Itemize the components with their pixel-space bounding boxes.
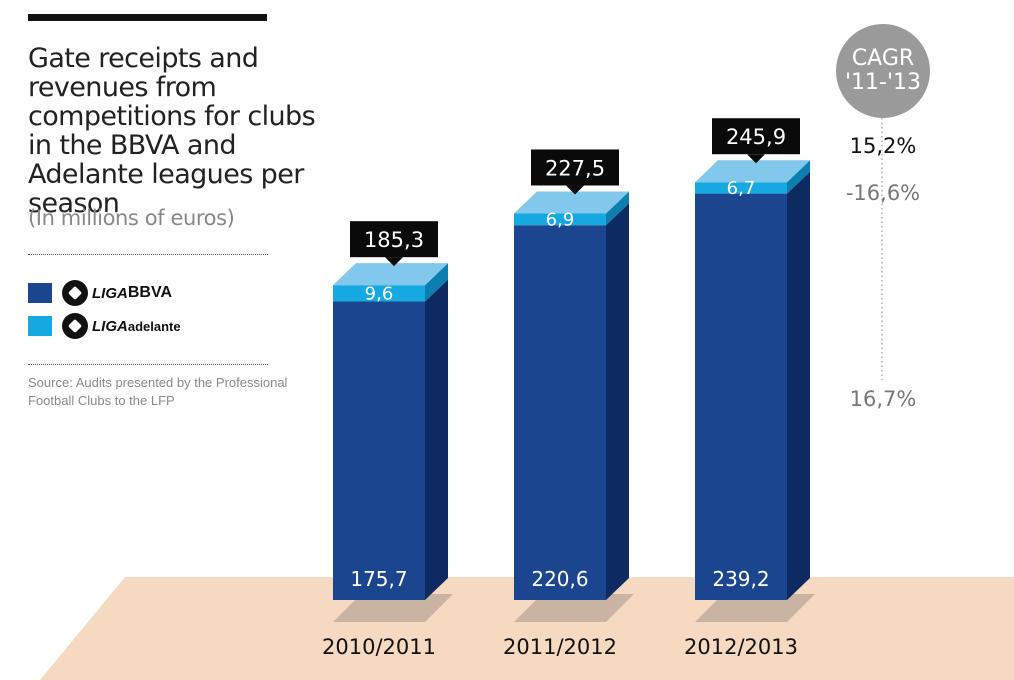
cagr-adelante-value: -16,6% (845, 181, 921, 205)
bar-bbva (695, 193, 787, 601)
chart-subtitle: (In millions of euros) (28, 206, 235, 230)
liga-logo-icon (62, 313, 88, 339)
total-callout-box (350, 221, 438, 258)
total-callout-box (712, 118, 800, 155)
total-label: 185,3 (364, 228, 424, 252)
bar-adelante (514, 213, 606, 226)
value-label-adelante: 6,7 (727, 178, 756, 199)
chart-title: Gate receipts and revenues from competit… (28, 43, 316, 219)
divider (28, 364, 268, 365)
cagr-badge: CAGR '11-'13 (836, 24, 930, 118)
bar-adelante (333, 285, 425, 302)
legend-brand: LIGA (92, 284, 128, 302)
bar-bbva (514, 225, 606, 600)
bar-top (333, 263, 448, 286)
legend-label-adelante: adelante (127, 318, 181, 334)
category-label: 2012/2013 (684, 635, 798, 659)
source-note: Source: Audits presented by the Professi… (28, 375, 288, 408)
bar-adelante-side (606, 191, 629, 226)
bar-bbva-side (787, 171, 810, 601)
bar-top (695, 160, 810, 183)
total-callout-box (531, 149, 619, 186)
legend-brand: LIGA (92, 317, 128, 335)
legend-label-bbva: BBVA (127, 284, 172, 301)
bar-adelante-side (425, 263, 448, 302)
bar-adelante-side (787, 160, 810, 194)
total-label: 245,9 (726, 125, 786, 149)
value-label-bbva: 175,7 (350, 567, 407, 591)
cagr-period: '11-'13 (844, 70, 922, 95)
bar-top (514, 191, 629, 214)
bar-shadow (333, 594, 453, 622)
value-label-adelante: 9,6 (365, 283, 394, 304)
divider (28, 254, 268, 255)
legend-swatch-bbva (28, 283, 52, 303)
bar-shadow (514, 594, 634, 622)
total-callout-pointer (385, 257, 403, 267)
category-label: 2011/2012 (503, 635, 617, 659)
value-label-adelante: 6,9 (546, 209, 575, 230)
value-label-bbva: 239,2 (712, 567, 769, 591)
legend-swatch-adelante (28, 316, 52, 336)
bar-bbva-side (606, 203, 629, 600)
cagr-total-value: 15,2% (849, 134, 917, 158)
total-callout-pointer (566, 185, 584, 195)
total-label: 227,5 (545, 156, 605, 180)
cagr-bbva-value: 16,7% (849, 387, 917, 411)
bar-shadow (695, 594, 815, 622)
category-label: 2010/2011 (322, 635, 436, 659)
legend-item-adelante: LIGA adelante (28, 313, 181, 339)
bar-bbva-side (425, 279, 448, 600)
title-accent-bar (28, 14, 267, 21)
value-label-bbva: 220,6 (531, 567, 588, 591)
bar-adelante (695, 182, 787, 194)
bar-bbva (333, 301, 425, 600)
total-callout-pointer (747, 154, 765, 164)
liga-logo-icon (62, 280, 88, 306)
cagr-label: CAGR (851, 46, 915, 71)
legend-item-bbva: LIGA BBVA (28, 280, 172, 306)
